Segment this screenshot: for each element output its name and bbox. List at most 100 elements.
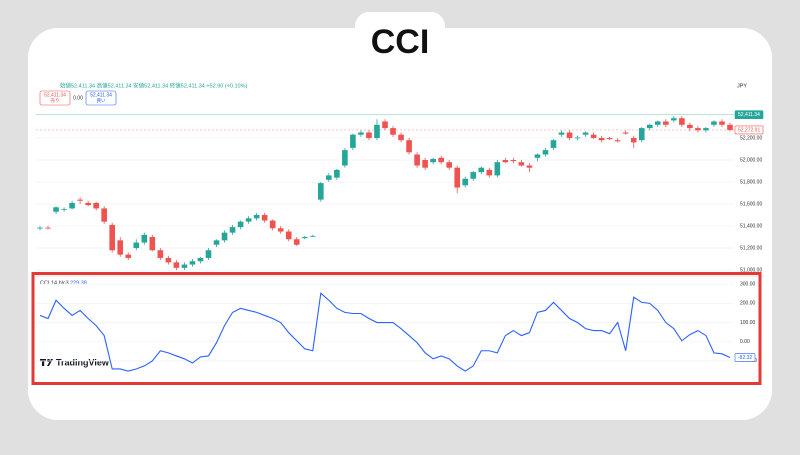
candle-body — [398, 134, 404, 141]
candle-body — [189, 261, 196, 265]
candle-body — [109, 224, 116, 251]
candle-body — [318, 183, 324, 200]
candle-body — [269, 220, 276, 229]
candle-body — [358, 132, 364, 135]
candle-body — [478, 167, 485, 173]
candle-body — [277, 228, 284, 232]
candle-body — [638, 128, 645, 141]
candle-body — [550, 140, 557, 148]
candle-body — [133, 242, 140, 249]
candle-body — [438, 157, 444, 163]
candle-body — [213, 240, 220, 245]
candle-body — [261, 215, 268, 221]
candle-body — [350, 134, 356, 148]
candle-body — [61, 208, 67, 210]
candle-body — [622, 132, 629, 134]
y-tick-label: 100.00 — [740, 320, 756, 326]
candle-body — [558, 132, 565, 135]
candle-body — [614, 140, 621, 142]
candle-body — [727, 124, 733, 130]
candle-body — [470, 172, 477, 179]
value-tag-label: -82.32 — [738, 355, 752, 361]
y-tick-label: 52,200.00 — [740, 135, 762, 141]
candle-body — [414, 154, 420, 166]
candle-body — [309, 235, 316, 237]
candle-body — [157, 250, 164, 258]
candle-body — [510, 160, 517, 162]
candle-body — [221, 232, 228, 241]
candle-body — [663, 121, 669, 125]
sell-price: 52,411.34 — [44, 92, 66, 98]
candle-body — [237, 221, 244, 228]
candle-body — [101, 208, 107, 222]
candle-body — [285, 231, 292, 240]
candle-body — [165, 257, 172, 263]
spread: 0.00 — [73, 95, 83, 101]
candle-body — [671, 118, 677, 121]
cci-legend: CCI 14 hlc3 — [40, 280, 69, 286]
candle-body — [334, 169, 340, 178]
candle-body — [654, 121, 661, 125]
candle-body — [574, 137, 581, 139]
logo-text: TradingView — [56, 357, 110, 367]
candle-body — [518, 162, 525, 166]
y-tick-label: 51,600.00 — [740, 201, 762, 207]
candle-body — [462, 178, 469, 186]
candle-body — [117, 240, 124, 255]
y-tick-label: 51,200.00 — [740, 245, 762, 251]
candle-body — [366, 132, 372, 138]
candle-body — [598, 137, 605, 141]
candle-body — [630, 137, 637, 143]
card — [28, 28, 772, 420]
candle-body — [173, 262, 180, 268]
candle-body — [45, 227, 51, 229]
cci-line — [39, 292, 731, 372]
sell-label: 売り — [51, 97, 60, 104]
candle-body — [590, 134, 597, 138]
candle-body — [582, 132, 589, 135]
candle-body — [502, 160, 509, 163]
title: CCI — [371, 23, 430, 61]
price-tag — [734, 125, 764, 135]
candle-body — [342, 150, 348, 166]
candle-body — [566, 132, 573, 138]
candle-body — [406, 140, 412, 153]
title-pill — [355, 12, 445, 70]
candle-body — [703, 128, 709, 131]
sell-button[interactable] — [39, 90, 71, 106]
candle-body — [486, 169, 493, 176]
candle-body — [93, 202, 99, 209]
candle-body — [326, 175, 332, 180]
candle-body — [293, 239, 300, 245]
candle-body — [646, 124, 653, 129]
candle-body — [422, 160, 428, 168]
candle-body — [229, 227, 236, 233]
y-tick-label: 51,800.00 — [740, 179, 762, 185]
buy-button[interactable] — [85, 90, 117, 106]
logo-mark — [42, 359, 45, 366]
candle-body — [77, 199, 83, 201]
y-tick-label: 51,000.00 — [740, 267, 762, 273]
y-tick-label: 0.00 — [740, 339, 750, 345]
candle-body — [542, 150, 549, 155]
candle-body — [390, 128, 396, 135]
candle-body — [382, 121, 388, 129]
candle-body — [125, 254, 132, 258]
buy-price: 52,411.34 — [90, 92, 112, 98]
candle-body — [245, 218, 252, 222]
candle-body — [446, 162, 452, 168]
currency: JPY — [737, 83, 747, 89]
y-tick-label: 51,400.00 — [740, 223, 762, 229]
candle-body — [526, 165, 533, 168]
y-tick-label: 300.00 — [740, 281, 756, 287]
price-tag — [734, 110, 764, 120]
candle-body — [53, 207, 59, 212]
candle-body — [430, 158, 436, 163]
candle-body — [679, 118, 685, 125]
candle-body — [534, 154, 541, 158]
candle-body — [374, 124, 380, 138]
cci-legend-value: 229.38 — [70, 280, 87, 286]
candle-body — [494, 162, 501, 176]
candle-body — [37, 227, 43, 229]
